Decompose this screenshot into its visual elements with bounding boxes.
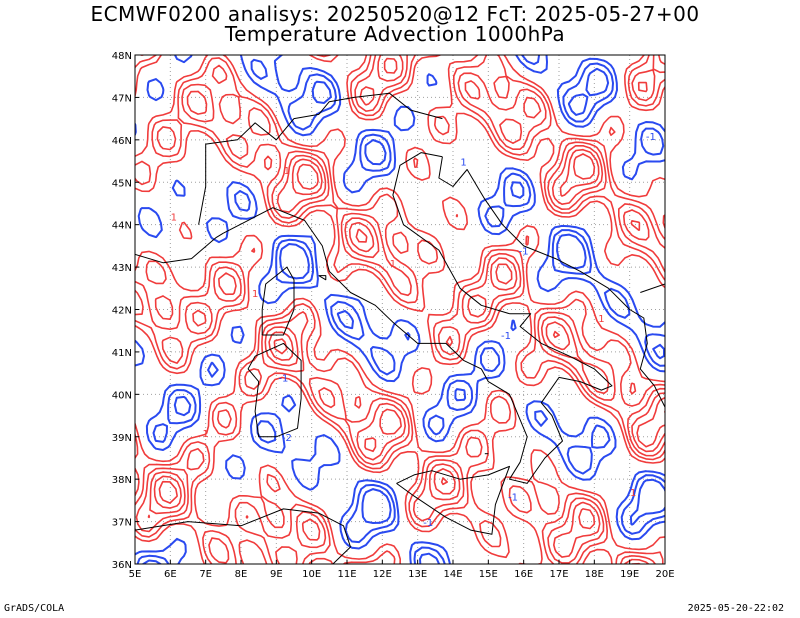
contour-value-label: 1 — [630, 488, 636, 499]
lat-tick-label: 47N — [112, 93, 132, 104]
lon-tick-label: 8E — [235, 569, 248, 580]
positive-advection-contour — [147, 55, 665, 564]
lat-tick-label: 41N — [112, 348, 132, 359]
lon-tick-label: 15E — [479, 569, 498, 580]
contour-field — [135, 55, 665, 564]
contour-value-label: -1 — [278, 374, 288, 385]
lat-tick-label: 39N — [112, 433, 132, 444]
lon-tick-label: 5E — [129, 569, 142, 580]
lon-tick-label: 14E — [443, 569, 462, 580]
map-subtitle: Temperature Advection 1000hPa — [224, 22, 566, 46]
coastline — [135, 508, 351, 564]
positive-advection-contour — [153, 57, 665, 564]
lon-tick-label: 6E — [164, 569, 177, 580]
contour-value-label: 1 — [390, 259, 396, 270]
lon-tick-label: 10E — [302, 569, 321, 580]
lat-tick-label: 42N — [112, 306, 132, 317]
contour-value-label: 1 — [252, 289, 258, 300]
lat-tick-label: 44N — [112, 221, 132, 232]
contour-value-label: -2 — [282, 433, 292, 444]
coastline — [396, 465, 510, 535]
lat-tick-label: 37N — [112, 518, 132, 529]
lon-tick-label: 7E — [199, 569, 212, 580]
contour-value-label: 1 — [598, 314, 604, 325]
lat-tick-label: 36N — [112, 560, 132, 571]
contour-value-label: -1 — [423, 518, 433, 529]
lon-tick-label: 9E — [270, 569, 283, 580]
positive-advection-contour — [135, 55, 665, 564]
lat-tick-label: 43N — [112, 263, 132, 274]
negative-advection-contour — [136, 55, 665, 564]
coastline — [135, 232, 224, 264]
lon-tick-label: 18E — [585, 569, 604, 580]
lon-tick-label: 16E — [514, 569, 533, 580]
lat-tick-label: 38N — [112, 475, 132, 486]
positive-advection-contour — [135, 55, 665, 564]
contour-value-label: 1 — [171, 212, 177, 223]
lon-tick-label: 19E — [620, 569, 639, 580]
coastlines-borders — [135, 92, 665, 564]
lon-tick-label: 20E — [655, 569, 674, 580]
contour-labels: 1 -1 -1 -1 -2 -1 -1 -1 1 1 1 1 1 1 1 — [171, 132, 656, 529]
negative-advection-contour — [135, 55, 665, 564]
lon-tick-label: 13E — [408, 569, 427, 580]
contour-value-label: -1 — [646, 132, 656, 143]
positive-advection-contour — [135, 55, 665, 564]
lon-tick-label: 11E — [337, 569, 356, 580]
contour-value-label: -1 — [501, 331, 511, 342]
lat-tick-label: 46N — [112, 136, 132, 147]
contour-value-label: 1 — [460, 157, 466, 168]
coastline — [261, 266, 295, 336]
coastline — [640, 283, 665, 293]
lon-tick-label: 17E — [549, 569, 568, 580]
lat-tick-label: 48N — [112, 51, 132, 62]
map-axes: 5E 6E 7E 8E 9E 10E 11E 12E 13E 14E 15E 16E 17E 18E 19E… — [112, 51, 675, 580]
contour-value-label: -1 — [508, 492, 518, 503]
lon-tick-label: 12E — [373, 569, 392, 580]
contour-value-label: 1 — [202, 429, 208, 440]
coastline — [438, 156, 665, 408]
footer-timestamp: 2025-05-20-22:02 — [687, 603, 784, 614]
coastline — [198, 92, 443, 225]
contour-value-label: -1 — [519, 246, 529, 257]
coastline — [247, 342, 302, 438]
lat-tick-label: 40N — [112, 390, 132, 401]
contour-value-label: 1 — [284, 166, 290, 177]
positive-advection-contour — [158, 153, 665, 504]
coastline — [318, 275, 327, 281]
negative-advection-contour — [141, 67, 665, 564]
lat-tick-label: 45N — [112, 178, 132, 189]
map-gridlines — [135, 55, 665, 564]
map-title: ECMWF0200 analisys: 20250520@12 FcT: 202… — [90, 2, 700, 26]
footer-software-credit: GrADS/COLA — [4, 603, 65, 614]
coastline — [223, 152, 613, 484]
